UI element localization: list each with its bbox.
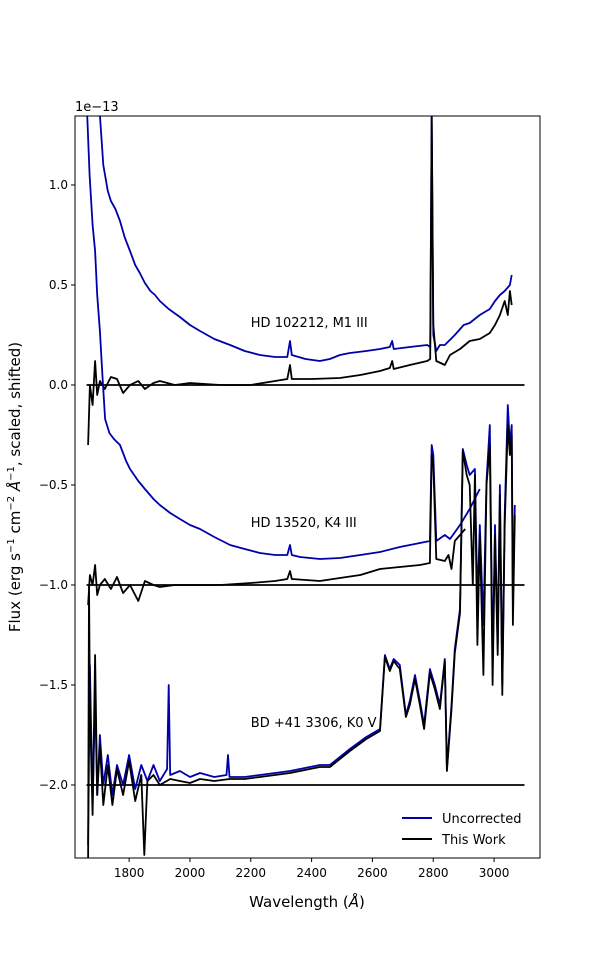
x-tick-label: 3000 <box>479 866 510 880</box>
series-line-uncorrected <box>87 404 516 846</box>
y-tick-label: 0.5 <box>49 278 68 292</box>
series-lines <box>86 116 516 858</box>
legend-label-uncorrected: Uncorrected <box>442 812 522 827</box>
x-tick-label: 2400 <box>296 866 327 880</box>
y-tick-label: −1.5 <box>39 678 68 692</box>
legend: Uncorrected This Work <box>402 812 522 848</box>
x-tick-label: 1800 <box>114 866 145 880</box>
x-axis: 1800 2000 2200 2400 2600 2800 3000 <box>114 858 509 880</box>
star-annotation: BD +41 3306, K0 V <box>251 716 377 731</box>
offset-text: 1e−13 <box>75 100 119 115</box>
star-annotation: HD 13520, K4 III <box>251 516 357 531</box>
x-tick-label: 2000 <box>175 866 206 880</box>
x-axis-label: Wavelength (Å) <box>249 892 365 911</box>
y-tick-label: −0.5 <box>39 478 68 492</box>
y-tick-label: 1.0 <box>49 178 68 192</box>
y-tick-label: −1.0 <box>39 578 68 592</box>
series-line-this-work <box>87 116 513 446</box>
x-tick-label: 2600 <box>357 866 388 880</box>
series-line-this-work <box>87 454 466 606</box>
y-tick-label: 0.0 <box>49 378 68 392</box>
x-tick-label: 2800 <box>418 866 449 880</box>
series-line-this-work <box>87 424 516 858</box>
series-line-uncorrected <box>99 116 513 362</box>
y-axis-label: Flux (erg s−1 cm−2 Å−1, scaled, shifted) <box>5 342 24 632</box>
star-annotation: HD 102212, M1 III <box>251 316 368 331</box>
series-line-uncorrected <box>86 116 481 560</box>
legend-label-this-work: This Work <box>441 833 506 848</box>
x-tick-label: 2200 <box>236 866 267 880</box>
plot-frame <box>74 115 541 859</box>
y-axis: 1.0 0.5 0.0 −0.5 −1.0 −1.5 −2.0 <box>39 178 75 792</box>
y-tick-label: −2.0 <box>39 778 68 792</box>
annotations: HD 102212, M1 III HD 13520, K4 III BD +41 … <box>251 316 377 731</box>
